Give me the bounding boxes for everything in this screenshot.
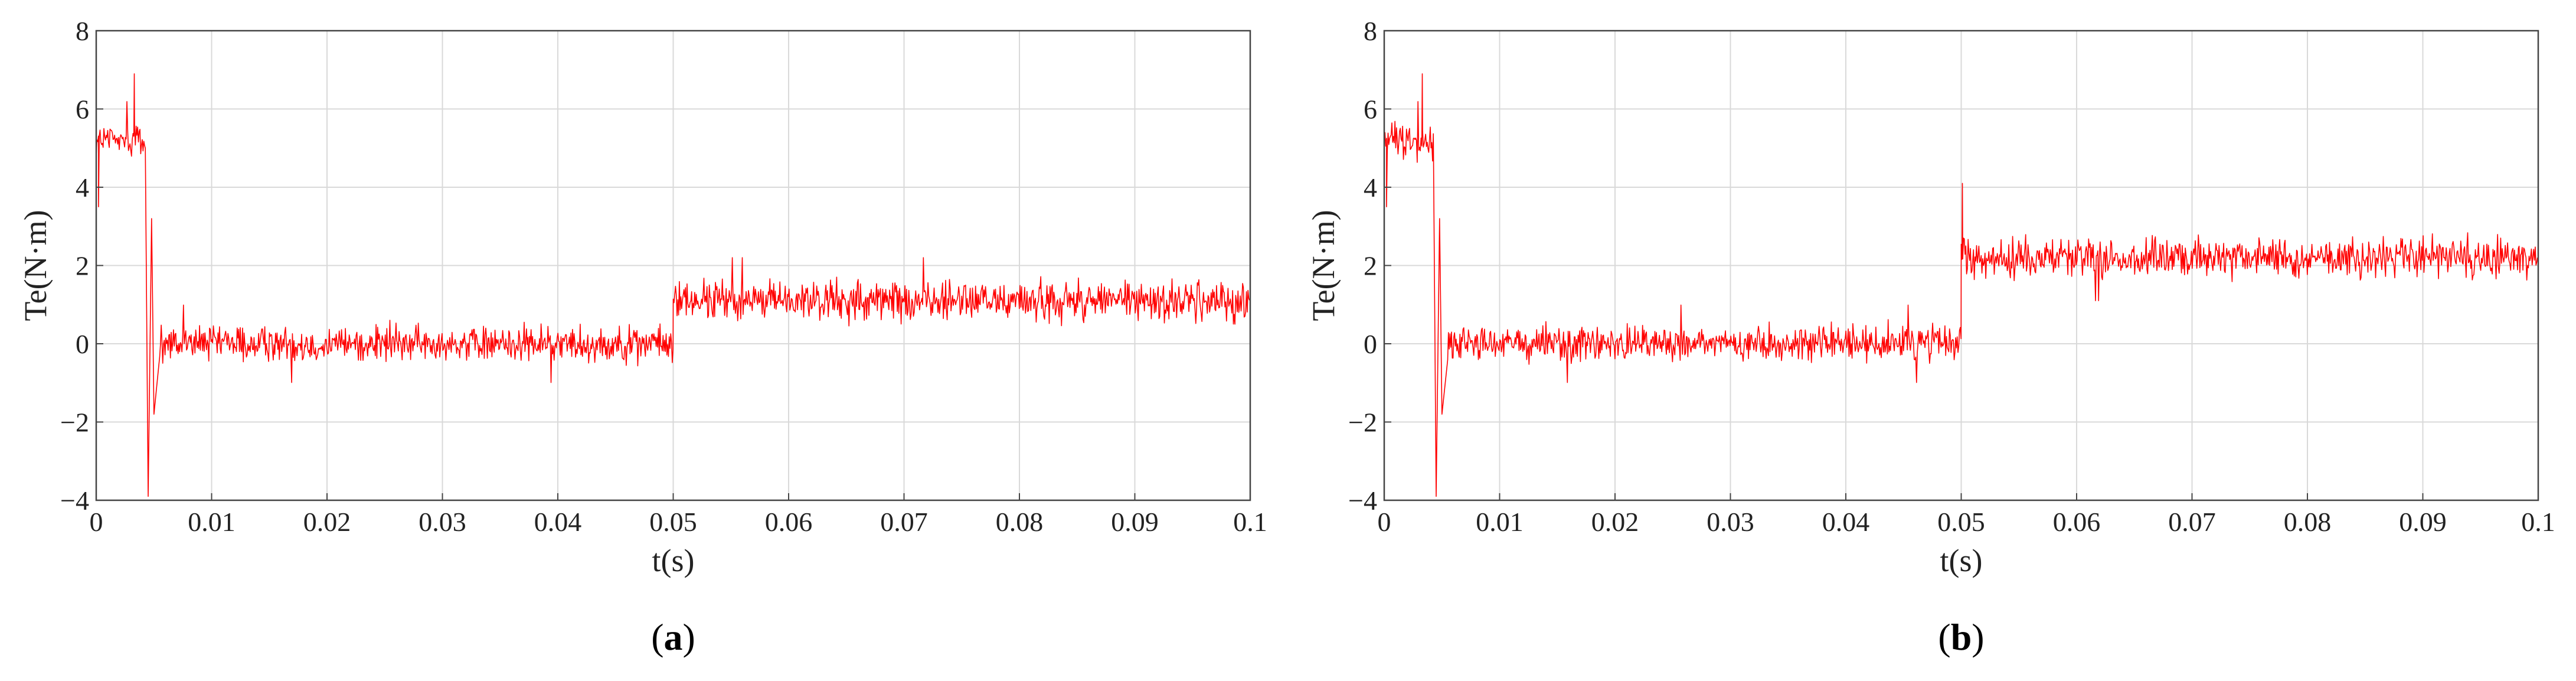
y-tick-label: −4 xyxy=(60,486,89,516)
x-tick-label: 0.01 xyxy=(1476,507,1524,537)
y-tick-label: 6 xyxy=(76,95,89,125)
panel-label: (a) xyxy=(651,616,695,658)
x-tick-label: 0 xyxy=(90,507,103,537)
x-tick-label: 0.09 xyxy=(2399,507,2447,537)
panel-label: (b) xyxy=(1938,616,1984,658)
x-tick-label: 0.09 xyxy=(1111,507,1159,537)
torque-series-line xyxy=(1384,73,2538,497)
chart-panel-b: 0 0.01 0.02 0.03 0.04 0.05 0.06 0.07 0.08 0.09 0.1… xyxy=(1288,0,2576,681)
y-tick-label: −2 xyxy=(1348,408,1377,438)
x-tick-label: 0.02 xyxy=(1591,507,1639,537)
x-tick-label: 0.06 xyxy=(765,507,813,537)
chart-panel-a: 0 0.01 0.02 0.03 0.04 0.05 0.06 0.07 0.08 0.09 0.1… xyxy=(18,16,1267,658)
x-tick-label: 0.05 xyxy=(1937,507,1985,537)
x-tick-label: 0.04 xyxy=(1822,507,1870,537)
y-tick-label: 0 xyxy=(76,329,89,359)
x-axis-title: t(s) xyxy=(1940,543,1983,578)
x-tick-label: 0.05 xyxy=(649,507,697,537)
y-tick-label: −2 xyxy=(60,408,89,438)
x-tick-label: 0.03 xyxy=(419,507,466,537)
y-tick-label: 4 xyxy=(76,172,89,203)
x-tick-label: 0.08 xyxy=(996,507,1044,537)
y-axis-title: Te(N·m) xyxy=(18,210,53,321)
x-tick-label: 0.07 xyxy=(2168,507,2216,537)
x-tick-label: 0.08 xyxy=(2284,507,2332,537)
x-tick-label: 0.1 xyxy=(1233,507,1267,537)
x-tick-label: 0.06 xyxy=(2053,507,2101,537)
x-tick-label: 0.1 xyxy=(2521,507,2555,537)
y-axis-title: Te(N·m) xyxy=(1306,210,1341,321)
x-axis-title: t(s) xyxy=(652,543,695,578)
y-tick-label: 8 xyxy=(1364,16,1377,46)
y-tick-label: −4 xyxy=(1348,486,1377,516)
torque-chart-a: 0 0.01 0.02 0.03 0.04 0.05 0.06 0.07 0.08 0.09 0.1… xyxy=(18,16,1267,658)
x-tick-label: 0.03 xyxy=(1707,507,1754,537)
y-tick-label: 8 xyxy=(76,16,89,46)
x-tick-label: 0.02 xyxy=(303,507,351,537)
y-tick-label: 2 xyxy=(76,251,89,281)
y-tick-label: 2 xyxy=(1364,251,1377,281)
x-tick-label: 0 xyxy=(1378,507,1391,537)
x-tick-label: 0.07 xyxy=(880,507,928,537)
y-tick-label: 4 xyxy=(1364,172,1377,203)
y-tick-label: 0 xyxy=(1364,329,1377,359)
torque-series-line xyxy=(96,73,1250,497)
y-tick-label: 6 xyxy=(1364,95,1377,125)
x-tick-label: 0.01 xyxy=(188,507,236,537)
torque-chart-b: 0 0.01 0.02 0.03 0.04 0.05 0.06 0.07 0.08 0.09 0.1… xyxy=(1306,16,2555,658)
x-tick-label: 0.04 xyxy=(534,507,582,537)
